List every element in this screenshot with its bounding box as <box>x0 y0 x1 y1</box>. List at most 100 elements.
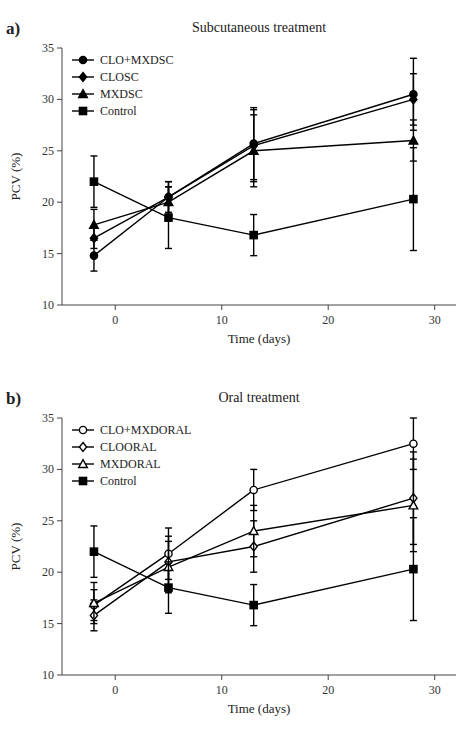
y-tick-label: 30 <box>42 462 54 476</box>
error-cap <box>410 73 417 74</box>
x-tick-label: 20 <box>322 683 334 697</box>
error-bar <box>250 469 257 510</box>
error-cap <box>165 186 172 187</box>
error-cap <box>410 458 417 459</box>
panel: a)Subcutaneous treatment0102030101520253… <box>6 19 456 346</box>
error-cap <box>90 207 97 208</box>
error-bar <box>410 74 417 125</box>
legend-label: MXDSC <box>100 87 143 101</box>
x-axis-label: Time (days) <box>228 701 291 716</box>
error-cap <box>165 561 172 562</box>
point <box>165 584 172 591</box>
series <box>90 518 417 626</box>
error-bar <box>410 518 417 621</box>
error-cap <box>165 536 172 537</box>
error-cap <box>410 417 417 418</box>
error-cap <box>250 214 257 215</box>
error-cap <box>410 119 417 120</box>
legend-label: Control <box>100 474 137 488</box>
y-tick-label: 10 <box>42 668 54 682</box>
error-cap <box>165 541 172 542</box>
error-cap <box>90 240 97 241</box>
y-tick-label: 15 <box>42 617 54 631</box>
error-cap <box>90 630 97 631</box>
legend-marker <box>79 90 88 98</box>
error-cap <box>410 250 417 251</box>
x-tick-label: 0 <box>112 683 118 697</box>
error-cap <box>90 525 97 526</box>
y-tick <box>57 623 62 624</box>
error-bar <box>90 582 97 623</box>
legend-label: MXDORAL <box>100 457 161 471</box>
legend: CLO+MXDORAL CLOORAL MXDORAL Control <box>72 423 191 488</box>
error-bar <box>250 215 257 256</box>
legend-marker <box>79 477 86 484</box>
error-bar <box>165 562 172 613</box>
x-tick-label: 20 <box>322 313 334 327</box>
legend-label: Control <box>100 104 137 118</box>
legend-label: CLO+MXDORAL <box>100 423 191 437</box>
y-tick <box>57 520 62 521</box>
point <box>410 440 417 447</box>
panel: b)Oral treatment0102030101520253035Time … <box>6 389 456 716</box>
legend-label: CLOORAL <box>100 440 157 454</box>
legend-marker <box>79 443 86 452</box>
point <box>90 548 97 555</box>
error-cap <box>250 584 257 585</box>
y-tick-label: 10 <box>42 298 54 312</box>
x-axis-line <box>62 675 456 676</box>
error-cap <box>165 181 172 182</box>
y-axis-label: PCV (%) <box>8 523 23 571</box>
series <box>90 452 417 631</box>
y-tick-label: 35 <box>42 411 54 425</box>
y-tick-label: 30 <box>42 92 54 106</box>
point <box>165 214 172 221</box>
error-cap <box>250 625 257 626</box>
error-cap <box>90 248 97 249</box>
legend-marker <box>79 426 86 433</box>
error-cap <box>250 186 257 187</box>
point <box>250 231 257 238</box>
panel-label: a) <box>6 19 20 38</box>
error-cap <box>410 451 417 452</box>
series <box>90 148 417 256</box>
x-axis-line <box>62 305 456 306</box>
x-tick-label: 10 <box>216 313 228 327</box>
point <box>409 136 418 144</box>
error-bar <box>90 156 97 207</box>
error-cap <box>165 248 172 249</box>
legend-marker <box>79 56 86 63</box>
error-cap <box>90 240 97 241</box>
y-axis-line <box>62 418 63 675</box>
x-tick <box>328 305 329 310</box>
legend-marker <box>79 460 88 468</box>
error-cap <box>90 582 97 583</box>
y-tick <box>57 150 62 151</box>
y-tick <box>57 48 62 49</box>
error-cap <box>250 572 257 573</box>
error-cap <box>250 107 257 108</box>
error-bar <box>410 148 417 251</box>
error-bar <box>250 115 257 187</box>
y-tick-label: 20 <box>42 565 54 579</box>
title: Oral treatment <box>218 390 299 405</box>
error-cap <box>165 613 172 614</box>
error-cap <box>250 114 257 115</box>
error-bar <box>410 58 417 130</box>
point <box>90 252 97 259</box>
x-tick <box>328 675 329 680</box>
point <box>410 196 417 203</box>
y-tick <box>57 202 62 203</box>
y-tick-label: 35 <box>42 41 54 55</box>
point <box>410 566 417 573</box>
point <box>90 599 99 607</box>
error-cap <box>165 527 172 528</box>
y-tick <box>57 675 62 676</box>
error-cap <box>250 505 257 506</box>
plot-area <box>90 418 418 631</box>
y-tick <box>57 99 62 100</box>
error-cap <box>90 623 97 624</box>
y-tick <box>57 572 62 573</box>
y-tick <box>57 418 62 419</box>
error-bar <box>90 209 97 240</box>
